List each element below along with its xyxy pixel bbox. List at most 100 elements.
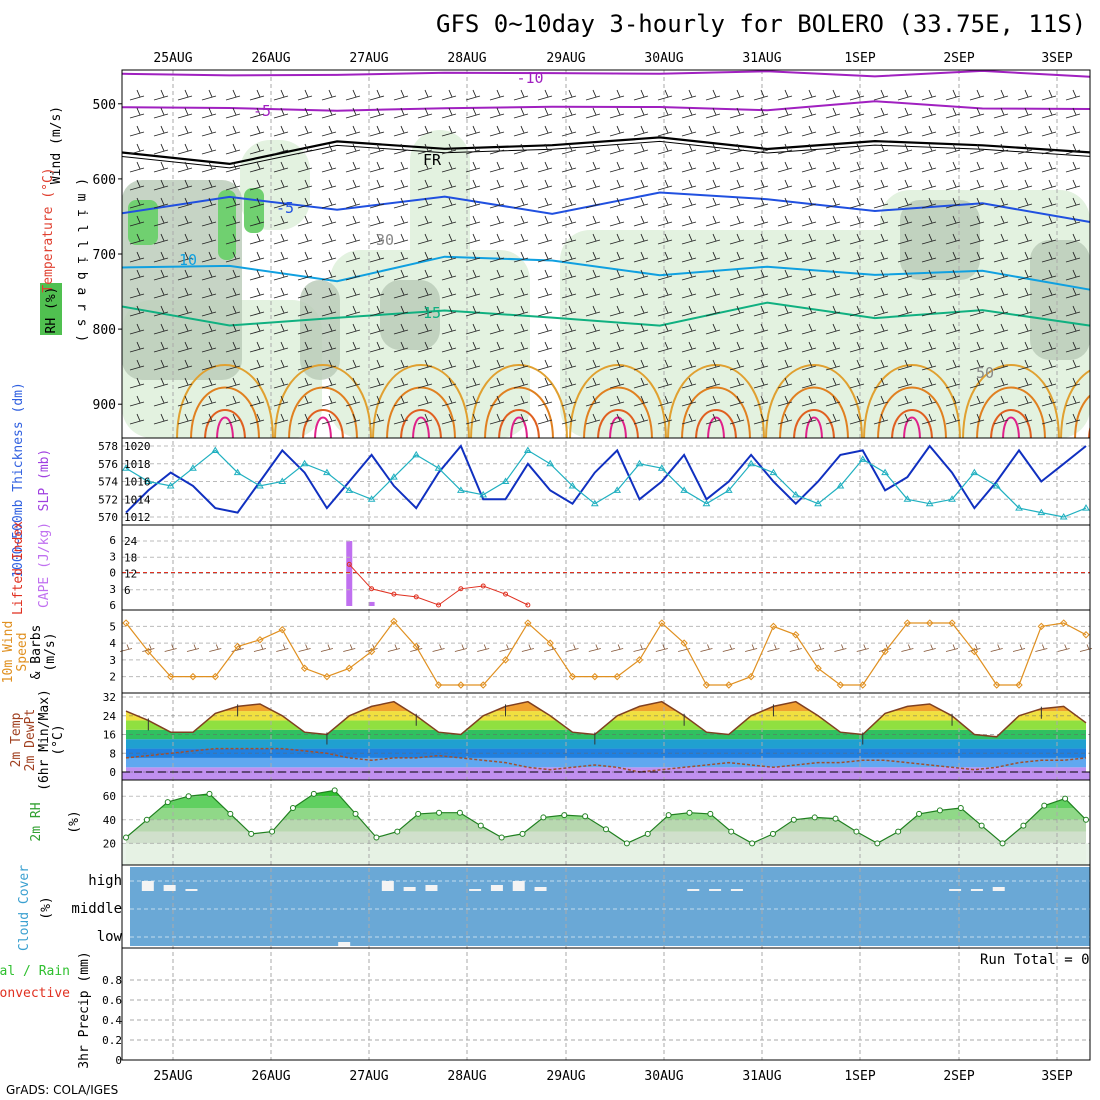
isotherm-arch bbox=[176, 364, 274, 438]
wind-barb bbox=[345, 359, 361, 371]
wind-barb bbox=[801, 287, 817, 299]
wind-barb bbox=[1041, 269, 1057, 281]
precip-tick: 0.6 bbox=[102, 994, 122, 1007]
rh-legend-swatch bbox=[40, 283, 62, 335]
cloud-high-bar bbox=[709, 889, 722, 891]
wind-barb bbox=[921, 161, 937, 173]
wind-barb bbox=[849, 89, 865, 101]
pressure-tick: 600 bbox=[93, 173, 116, 188]
rh-point bbox=[415, 810, 422, 817]
isotherm-arch bbox=[903, 416, 921, 438]
wind-barb bbox=[921, 125, 937, 137]
wind-ylabel: (m/s) bbox=[43, 632, 58, 671]
wind-speed-line bbox=[125, 620, 1087, 686]
wind-barb bbox=[969, 287, 985, 299]
rh-ylabel: 2m RH bbox=[29, 802, 44, 841]
wind-barb bbox=[369, 413, 385, 425]
wind-barb bbox=[633, 269, 649, 281]
wind-barb bbox=[585, 323, 601, 335]
wind-barb bbox=[753, 233, 769, 245]
wind-barb bbox=[321, 233, 337, 245]
wind-barb bbox=[873, 197, 889, 209]
wind-barb bbox=[225, 233, 241, 245]
wind-barb bbox=[1065, 125, 1081, 137]
wind-barb bbox=[657, 395, 673, 407]
wind-barb bbox=[609, 395, 625, 407]
wind-barb bbox=[297, 89, 313, 101]
wind-barb-10m bbox=[990, 644, 1003, 652]
wind-barb bbox=[465, 341, 481, 353]
wind-barb bbox=[825, 341, 841, 353]
wind-barb bbox=[249, 143, 265, 155]
li-point bbox=[503, 591, 509, 597]
wind-barb-10m bbox=[968, 644, 981, 652]
wind-barb bbox=[201, 107, 217, 119]
wind-barb bbox=[753, 179, 769, 191]
wind-barb bbox=[1041, 233, 1057, 245]
wind-barb bbox=[753, 197, 769, 209]
wind-barb bbox=[153, 107, 169, 119]
isotherm-label: 50 bbox=[976, 364, 994, 382]
wind-barb bbox=[561, 107, 577, 119]
wind-barb bbox=[201, 125, 217, 137]
wind-barb bbox=[921, 251, 937, 263]
wind-barb bbox=[729, 89, 745, 101]
wind-barb bbox=[345, 305, 361, 317]
wind-barb bbox=[153, 341, 169, 353]
wind-barb bbox=[441, 233, 457, 245]
wind-barb bbox=[249, 89, 265, 101]
rh-point bbox=[373, 834, 380, 841]
wind-barb bbox=[729, 395, 745, 407]
wind-barb bbox=[921, 305, 937, 317]
wind-barb bbox=[201, 143, 217, 155]
wind-barb-10m bbox=[588, 644, 601, 652]
wind-barb bbox=[849, 359, 865, 371]
pressure-tick: 500 bbox=[93, 98, 116, 113]
isotherm-arch bbox=[498, 409, 540, 438]
wind-barb bbox=[873, 125, 889, 137]
wind-barb bbox=[297, 179, 313, 191]
wind-barb bbox=[177, 161, 193, 173]
wind-barb bbox=[897, 395, 913, 407]
wind-barb bbox=[897, 287, 913, 299]
wind-barb bbox=[681, 161, 697, 173]
wind-barb bbox=[657, 215, 673, 227]
isotherm-label: 30 bbox=[376, 231, 394, 249]
wind-barb bbox=[537, 395, 553, 407]
rh-point bbox=[289, 805, 296, 812]
isotherm-arch bbox=[779, 386, 849, 438]
wind-barb bbox=[681, 233, 697, 245]
wind-barb bbox=[513, 395, 529, 407]
wind-barb bbox=[393, 89, 409, 101]
wind-barb bbox=[273, 269, 289, 281]
wind-barb bbox=[441, 305, 457, 317]
wind-barb bbox=[513, 143, 529, 155]
wind-barb bbox=[465, 395, 481, 407]
wind-barb bbox=[1065, 179, 1081, 191]
wind-barb bbox=[201, 413, 217, 425]
wind-barb bbox=[201, 233, 217, 245]
wind-barb bbox=[417, 377, 433, 389]
cloud-high-bar bbox=[469, 889, 482, 891]
wind-barb bbox=[1041, 413, 1057, 425]
wind-barb bbox=[777, 251, 793, 263]
wind-barb bbox=[945, 287, 961, 299]
li-point bbox=[369, 586, 375, 592]
wind-barb bbox=[225, 413, 241, 425]
wind-barb bbox=[585, 125, 601, 137]
wind-barb bbox=[993, 269, 1009, 281]
slp-tick: 1020 bbox=[124, 440, 151, 453]
wind-barb bbox=[801, 377, 817, 389]
wind-barb bbox=[561, 179, 577, 191]
wind-barb bbox=[393, 125, 409, 137]
isotherm-arch bbox=[877, 386, 947, 438]
wind-barb bbox=[681, 269, 697, 281]
wind-barb bbox=[657, 359, 673, 371]
isotherm-arch bbox=[793, 409, 835, 438]
slp-marker bbox=[501, 477, 510, 484]
wind-barb bbox=[273, 251, 289, 263]
wind-barb bbox=[609, 287, 625, 299]
wind-barb bbox=[873, 89, 889, 101]
isotherm-arch bbox=[510, 416, 528, 438]
wind-barb bbox=[225, 107, 241, 119]
